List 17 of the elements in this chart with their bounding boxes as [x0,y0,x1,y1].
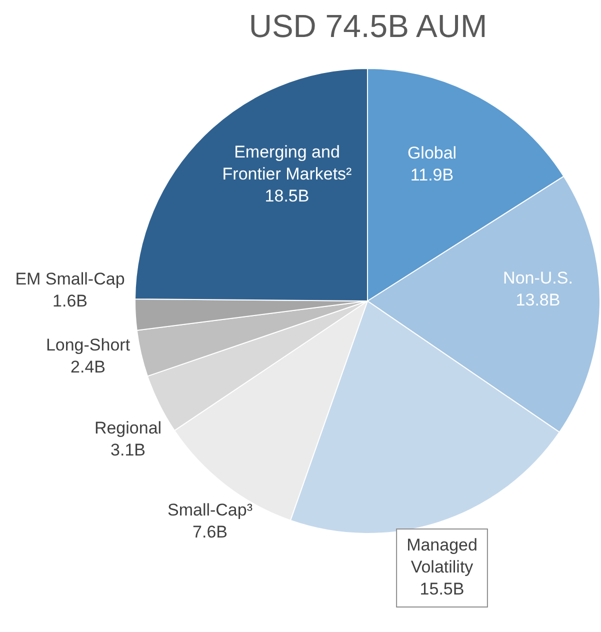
slice-label: Global [407,144,457,163]
data-label: 2.4B [70,358,106,377]
data-label: 15.5B [420,580,464,599]
slice-label: Long-Short [46,336,130,355]
slice-label: Small-Cap³ [167,500,253,520]
data-label: 1.6B [52,292,88,311]
slice-label: Non-U.S. [503,268,573,288]
data-label: 7.6B [192,522,228,542]
data-label: 18.5B [264,186,310,206]
data-label: 11.9B [410,166,454,185]
slice-label: Managed Volatility [406,536,478,577]
chart-title: USD 74.5B AUM [248,8,488,45]
data-label: 3.1B [110,440,146,460]
slice-label: EM Small-Cap [15,270,125,289]
data-label: 13.8B [516,290,560,310]
slice-label: Emerging and Frontier Markets² [222,142,352,184]
slice-label: Regional [94,418,162,438]
